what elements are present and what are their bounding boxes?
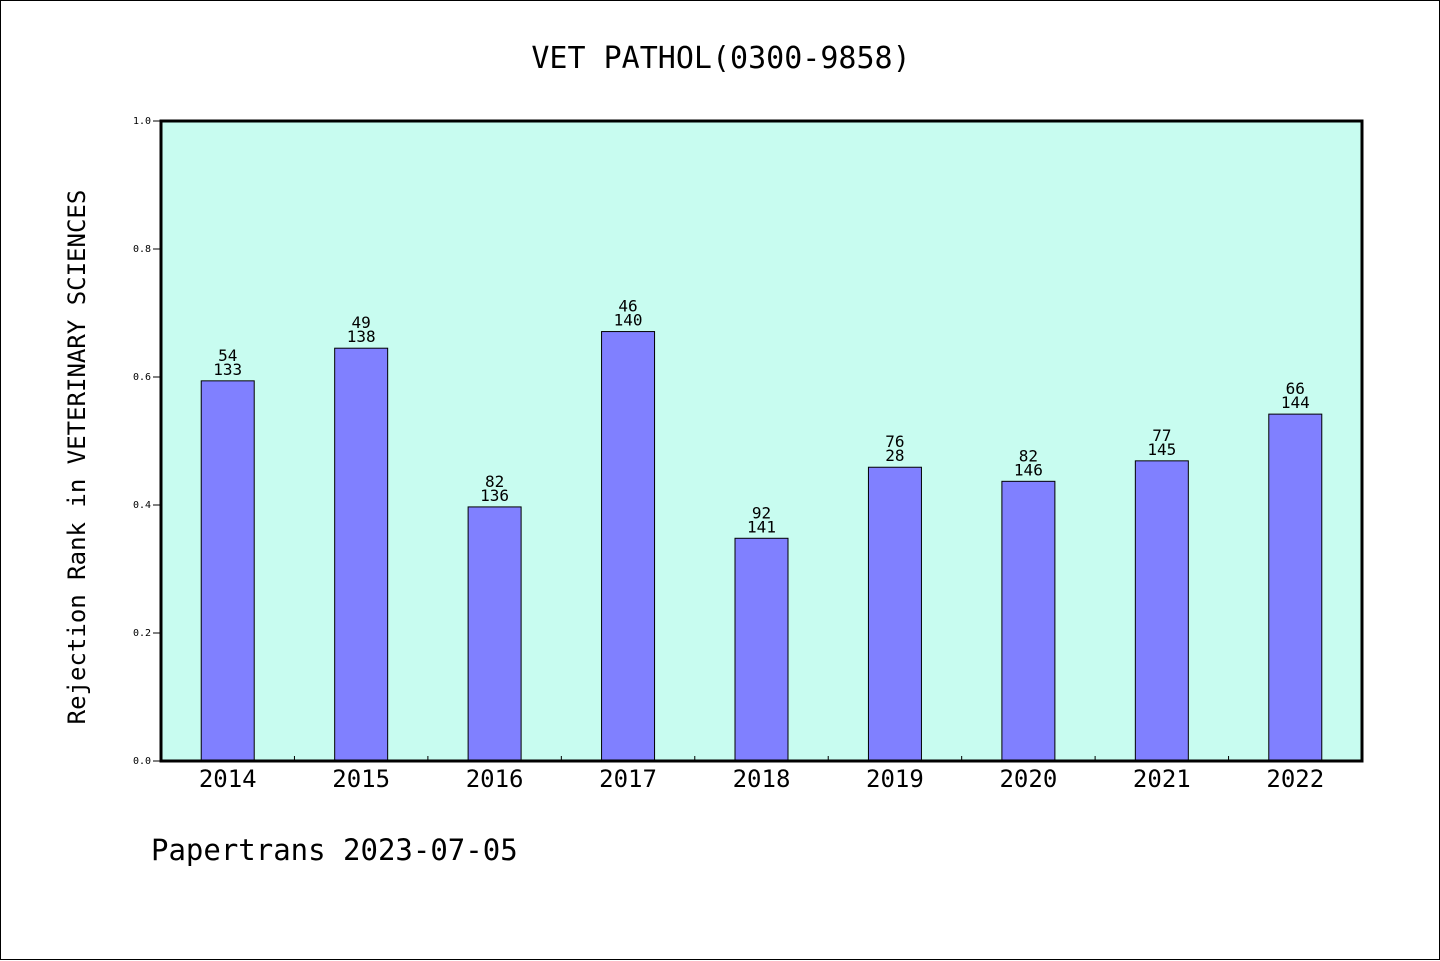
data-label-top-2022: 66 (1286, 379, 1305, 398)
x-tick-label-2018: 2018 (733, 765, 791, 793)
bar-2014 (200, 380, 255, 762)
x-tick-label-2014: 2014 (199, 765, 257, 793)
data-label-bottom-2014: 133 (213, 360, 242, 379)
data-label-top-2017: 46 (618, 297, 637, 316)
data-label-top-2016: 82 (485, 472, 504, 491)
x-tick-label-2015: 2015 (332, 765, 390, 793)
y-tick-label-4: 0.8 (133, 244, 151, 255)
x-tick-label-2019: 2019 (866, 765, 924, 793)
chart-title: VET PATHOL(0300-9858) (531, 41, 910, 76)
x-tick-label-2020: 2020 (999, 765, 1057, 793)
data-label-top-2018: 92 (752, 503, 771, 522)
bar-2016 (467, 506, 522, 762)
y-axis: 0.0 0.2 0.4 0.6 0.8 1.0 (133, 116, 161, 767)
x-tick-label-2022: 2022 (1266, 765, 1324, 793)
data-label-bottom-2017: 140 (614, 311, 643, 330)
bar-2022 (1268, 413, 1323, 762)
y-tick-label-3: 0.6 (133, 372, 151, 383)
footer-text: Papertrans 2023-07-05 (151, 833, 518, 867)
data-label-bottom-2020: 146 (1014, 460, 1043, 479)
data-label-top-2014: 54 (218, 346, 237, 365)
plot-border (159, 119, 1364, 763)
bar-2015 (334, 347, 389, 762)
data-label-bottom-2018: 141 (747, 517, 776, 536)
data-label-top-2021: 77 (1152, 426, 1171, 445)
y-tick-label-2: 0.4 (133, 500, 151, 511)
bars-layer (200, 331, 1323, 762)
data-label-top-2020: 82 (1019, 446, 1038, 465)
bar-2020 (1001, 480, 1056, 762)
data-label-bottom-2022: 144 (1281, 393, 1310, 412)
bar-2019 (867, 466, 922, 762)
y-tick-label-1: 0.2 (133, 628, 151, 639)
bar-2018 (734, 537, 789, 762)
bar-2017 (601, 331, 656, 762)
bar-2021 (1134, 460, 1189, 762)
data-label-bottom-2015: 138 (347, 327, 376, 346)
x-axis: 2014 2015 2016 2017 2018 2019 2020 2021 2022 (199, 756, 1324, 793)
data-label-bottom-2019: 28 (885, 446, 904, 465)
x-tick-label-2016: 2016 (466, 765, 524, 793)
data-label-top-2019: 76 (885, 432, 904, 451)
x-tick-label-2021: 2021 (1133, 765, 1191, 793)
data-label-bottom-2021: 145 (1147, 440, 1176, 459)
y-tick-label-5: 1.0 (133, 116, 151, 127)
x-tick-label-2017: 2017 (599, 765, 657, 793)
y-axis-label: Rejection Rank in VETERINARY SCIENCES (63, 190, 91, 725)
data-label-bottom-2016: 136 (480, 486, 509, 505)
data-label-top-2015: 49 (352, 313, 371, 332)
y-tick-label-0: 0.0 (133, 756, 151, 767)
